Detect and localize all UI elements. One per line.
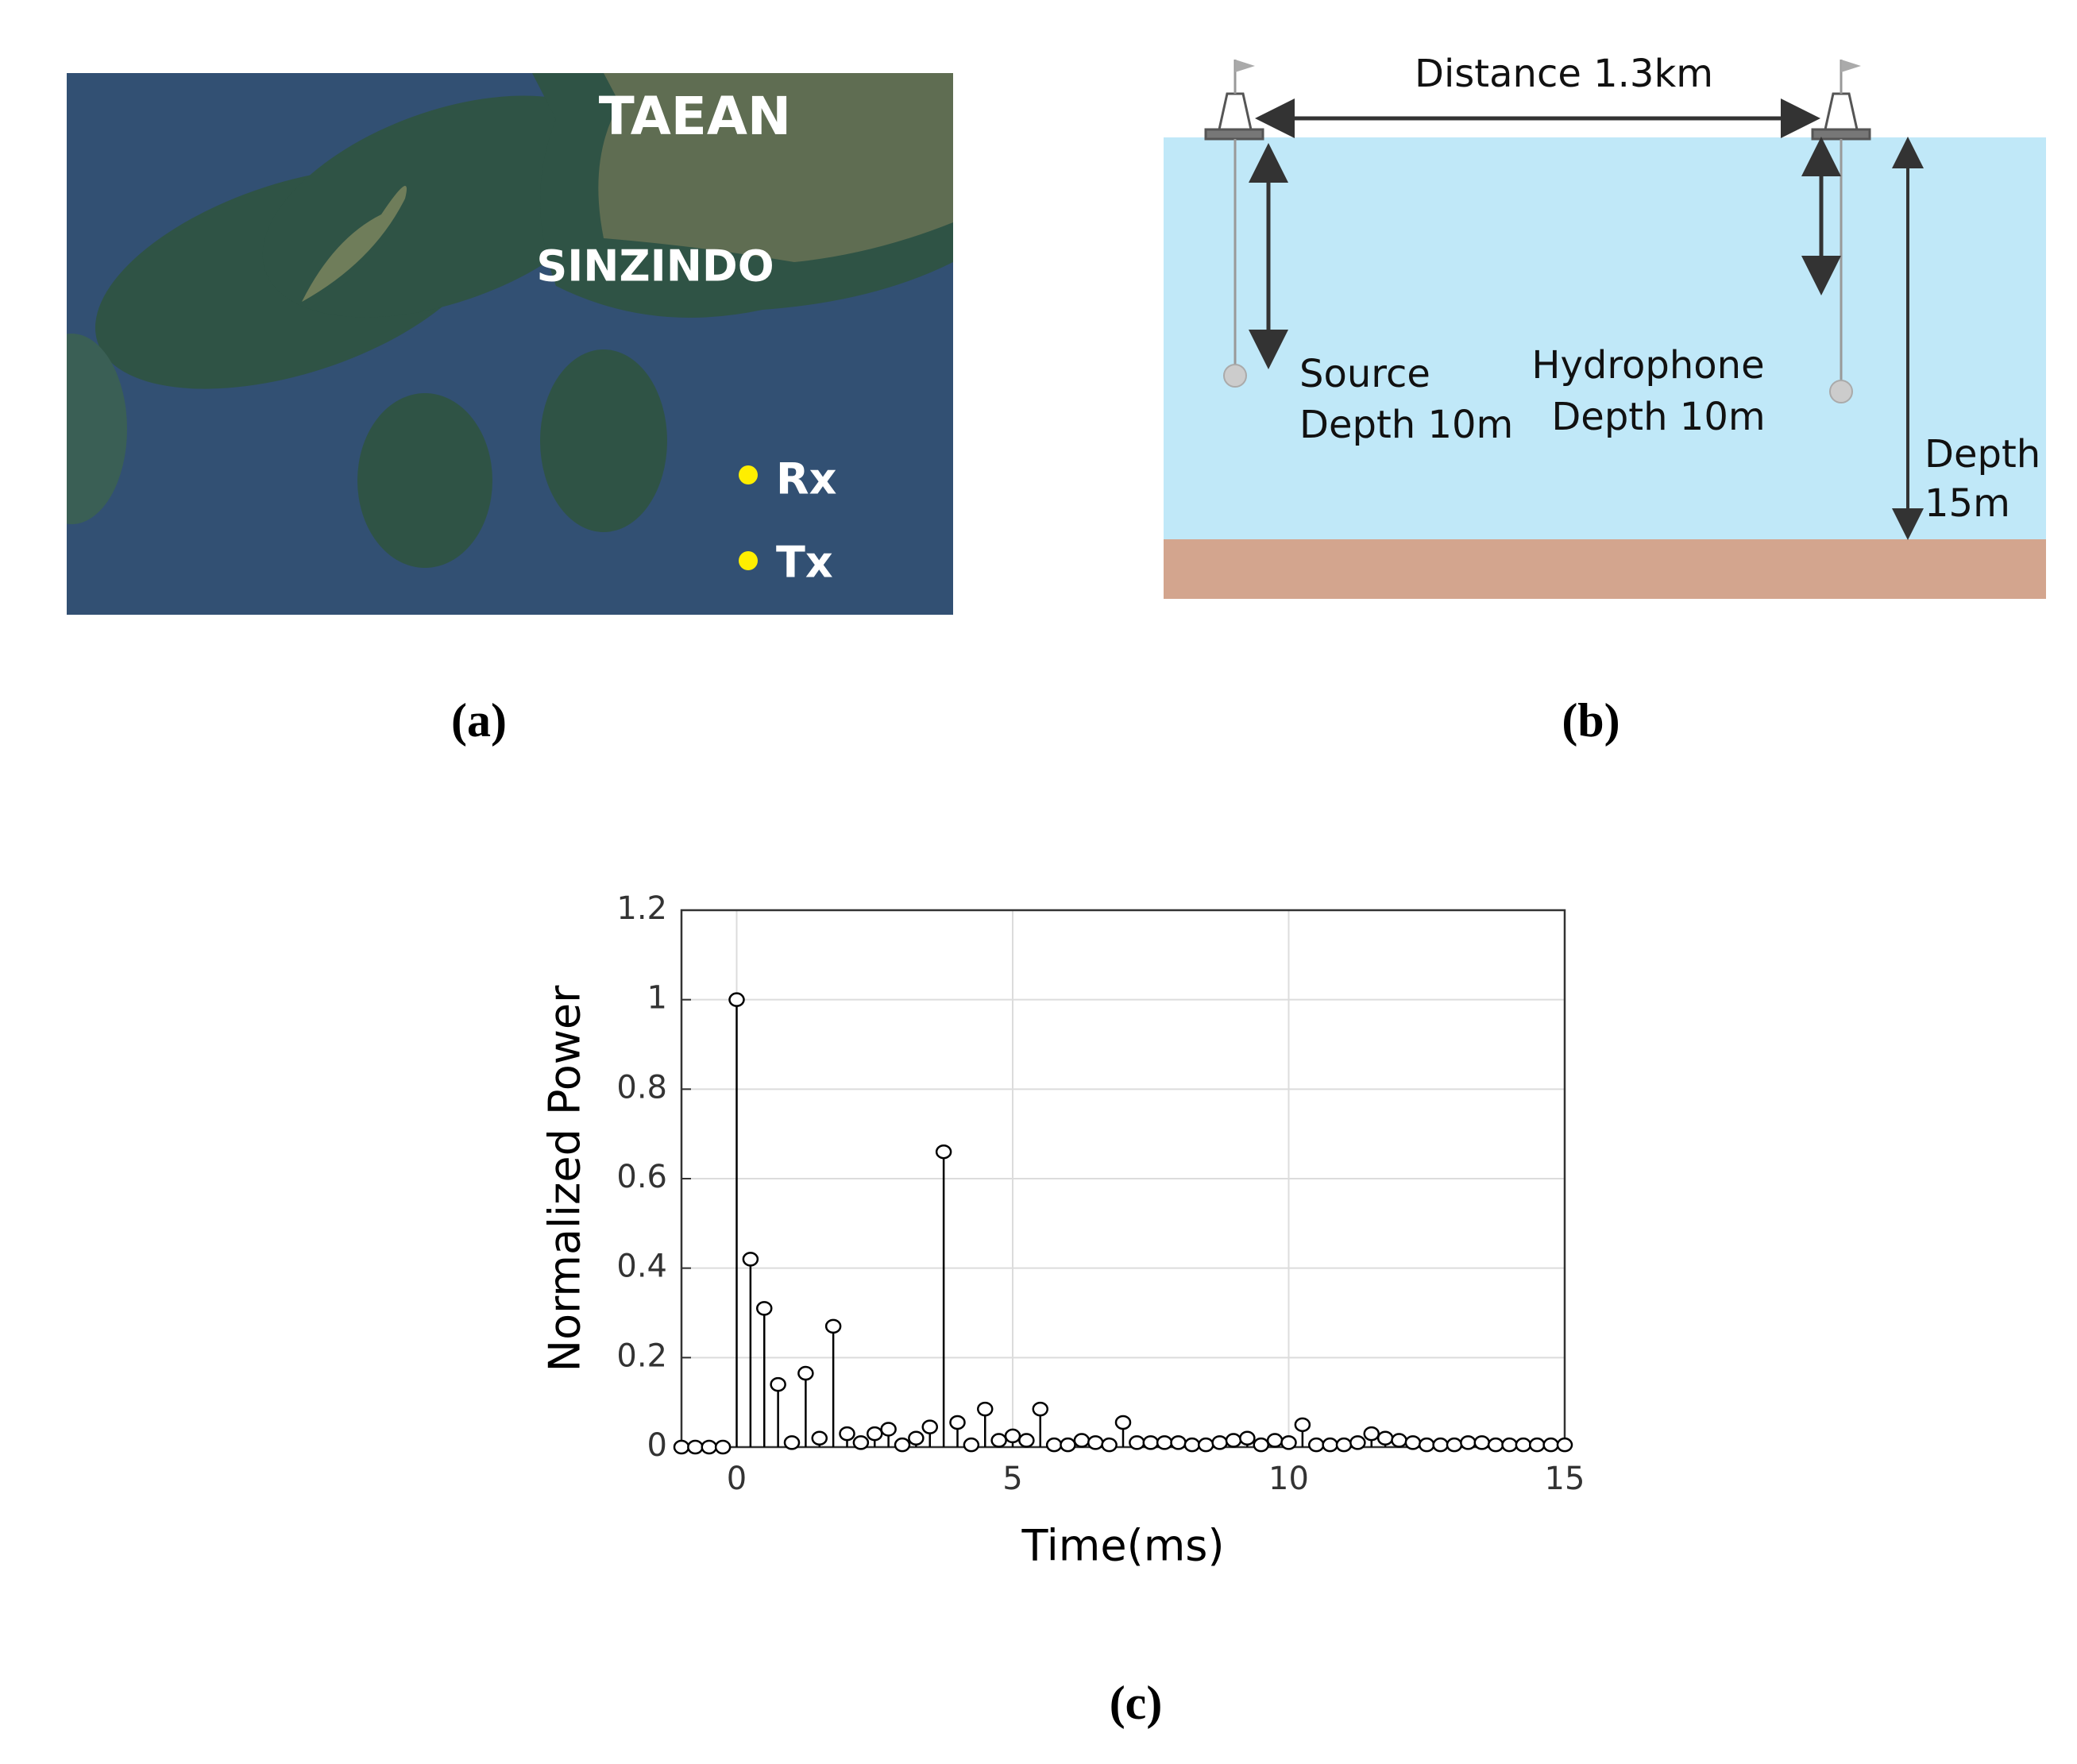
stem-marker bbox=[1266, 1433, 1284, 1448]
tx-dot bbox=[739, 551, 758, 570]
y-tick-label: 0.2 bbox=[616, 1337, 667, 1374]
stem-marker bbox=[1473, 1435, 1490, 1450]
stem-marker bbox=[977, 1401, 994, 1417]
stem-marker bbox=[852, 1435, 870, 1450]
source-label: Source bbox=[1299, 352, 1430, 396]
stem-marker bbox=[811, 1430, 828, 1446]
stem-marker bbox=[867, 1426, 883, 1442]
stem-marker bbox=[1129, 1435, 1145, 1450]
stem-marker bbox=[701, 1439, 717, 1455]
stem-marker bbox=[1404, 1435, 1422, 1450]
stem-marker bbox=[1556, 1437, 1573, 1453]
y-tick-label: 0 bbox=[647, 1427, 667, 1464]
diagram: Distance 1.3km Source Depth 10m Hydropho… bbox=[1164, 52, 2046, 599]
stem-marker bbox=[797, 1365, 814, 1381]
stem-marker bbox=[1542, 1437, 1559, 1453]
stem-marker bbox=[963, 1437, 980, 1453]
stem-marker bbox=[1156, 1435, 1173, 1450]
stem-marker bbox=[908, 1430, 925, 1446]
stem-marker bbox=[1322, 1437, 1338, 1453]
stem-marker bbox=[1280, 1435, 1297, 1450]
distance-label: Distance 1.3km bbox=[1415, 52, 1713, 96]
x-tick-label: 5 bbox=[1002, 1461, 1022, 1497]
stem-marker bbox=[728, 992, 745, 1007]
stem-marker bbox=[687, 1439, 704, 1455]
stem-marker bbox=[1032, 1401, 1048, 1417]
stem-marker bbox=[714, 1439, 732, 1455]
stem-marker bbox=[1515, 1437, 1532, 1453]
stem-marker bbox=[949, 1415, 966, 1430]
map-label: Rx bbox=[776, 454, 837, 504]
hydrophone-label: Depth 10m bbox=[1551, 395, 1765, 439]
stem-marker bbox=[1335, 1437, 1353, 1453]
stem-marker bbox=[1004, 1428, 1021, 1444]
stem-marker bbox=[1432, 1437, 1449, 1453]
stem-marker bbox=[1363, 1426, 1380, 1442]
depth-label: Depth bbox=[1925, 432, 2040, 477]
y-tick-label: 0.8 bbox=[616, 1069, 667, 1106]
stem-marker bbox=[1487, 1437, 1504, 1453]
stem-marker bbox=[1060, 1437, 1076, 1453]
stem-marker bbox=[894, 1437, 911, 1453]
x-axis-label: Time(ms) bbox=[1021, 1521, 1224, 1571]
stem-marker bbox=[1529, 1437, 1546, 1453]
hydrophone-label: Hydrophone bbox=[1531, 343, 1764, 388]
stem-marker bbox=[742, 1252, 759, 1267]
x-tick-label: 0 bbox=[727, 1461, 747, 1497]
depth-label: 15m bbox=[1925, 481, 2010, 526]
stem-marker bbox=[1101, 1437, 1118, 1453]
stem-marker bbox=[824, 1318, 842, 1334]
stem-marker bbox=[1183, 1437, 1201, 1453]
stem-marker bbox=[1253, 1437, 1269, 1453]
stem-marker bbox=[673, 1439, 690, 1455]
stem-marker bbox=[839, 1426, 855, 1442]
stem-marker bbox=[921, 1419, 938, 1434]
y-tick-label: 1 bbox=[647, 980, 667, 1017]
stem-marker bbox=[783, 1435, 801, 1450]
source-label: Depth 10m bbox=[1299, 403, 1513, 447]
map-label: TAEAN bbox=[599, 86, 791, 147]
map: TAEAN SINZINDO Rx Tx bbox=[67, 73, 953, 615]
stem-marker bbox=[1170, 1435, 1187, 1450]
caption: (b) bbox=[1562, 694, 1620, 747]
stem-marker bbox=[1446, 1437, 1463, 1453]
stem-marker bbox=[1294, 1417, 1311, 1433]
stem-marker bbox=[1501, 1437, 1518, 1453]
stem-marker bbox=[935, 1144, 952, 1160]
stem-marker bbox=[990, 1433, 1007, 1448]
x-tick-label: 10 bbox=[1268, 1461, 1309, 1497]
stem-marker bbox=[1198, 1437, 1214, 1453]
y-tick-label: 1.2 bbox=[616, 890, 667, 927]
caption: (c) bbox=[1110, 1677, 1163, 1729]
stem-marker bbox=[1419, 1437, 1435, 1453]
stem-marker bbox=[770, 1376, 786, 1392]
y-tick-label: 0.4 bbox=[616, 1249, 667, 1285]
stem-marker bbox=[1391, 1433, 1407, 1448]
map-label: SINZINDO bbox=[536, 241, 774, 291]
y-axis-label: Normalized Power bbox=[540, 985, 590, 1372]
stem-marker bbox=[1225, 1433, 1242, 1448]
stem-marker bbox=[1142, 1435, 1159, 1450]
stem-marker bbox=[1087, 1435, 1104, 1450]
stem-marker bbox=[1376, 1430, 1394, 1446]
stem-marker bbox=[1211, 1435, 1228, 1450]
stem-marker bbox=[880, 1422, 897, 1437]
stem-marker bbox=[1239, 1430, 1256, 1446]
stem-marker bbox=[1349, 1435, 1366, 1450]
map-label: Tx bbox=[776, 538, 833, 588]
y-tick-label: 0.6 bbox=[616, 1159, 667, 1195]
stem-marker bbox=[756, 1301, 773, 1316]
stem-marker bbox=[1073, 1433, 1091, 1448]
stem-marker bbox=[1018, 1433, 1035, 1448]
stem-marker bbox=[1045, 1437, 1063, 1453]
stem-marker bbox=[1114, 1415, 1132, 1430]
stem-marker bbox=[1460, 1435, 1477, 1450]
rx-dot bbox=[739, 465, 758, 484]
caption: (a) bbox=[451, 694, 507, 747]
x-tick-label: 15 bbox=[1545, 1461, 1585, 1497]
stem-marker bbox=[1308, 1437, 1325, 1453]
